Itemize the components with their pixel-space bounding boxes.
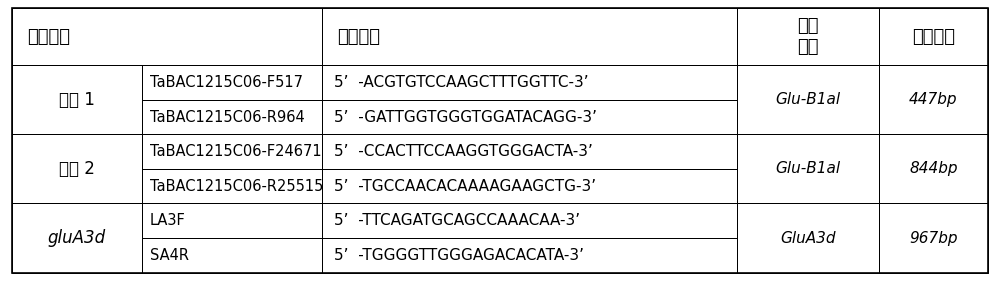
Bar bbox=[879, 65, 988, 134]
Text: gluA3d: gluA3d bbox=[48, 229, 106, 247]
Bar bbox=[322, 203, 737, 238]
Bar bbox=[322, 100, 737, 134]
Text: TaBAC1215C06-R25515: TaBAC1215C06-R25515 bbox=[150, 179, 323, 194]
Bar bbox=[322, 169, 737, 203]
Bar bbox=[12, 134, 142, 203]
Bar bbox=[322, 238, 737, 273]
Text: 5’  -TTCAGATGCAGCCAAACAA-3’: 5’ -TTCAGATGCAGCCAAACAA-3’ bbox=[334, 213, 580, 228]
Text: 5’  -CCACTTCCAAGGTGGGACTA-3’: 5’ -CCACTTCCAAGGTGGGACTA-3’ bbox=[334, 144, 593, 159]
Text: 5’  -GATTGGTGGGTGGATACAGG-3’: 5’ -GATTGGTGGGTGGATACAGG-3’ bbox=[334, 110, 597, 124]
Bar bbox=[12, 8, 322, 65]
Text: TaBAC1215C06-F517: TaBAC1215C06-F517 bbox=[150, 75, 303, 90]
Bar bbox=[142, 65, 322, 100]
Text: 967bp: 967bp bbox=[909, 230, 958, 246]
Bar bbox=[322, 134, 737, 169]
Text: 片段大小: 片段大小 bbox=[912, 28, 955, 46]
Text: 引物序列: 引物序列 bbox=[337, 28, 380, 46]
Text: 844bp: 844bp bbox=[909, 161, 958, 176]
Bar bbox=[142, 100, 322, 134]
Text: GluA3d: GluA3d bbox=[780, 230, 836, 246]
Bar bbox=[737, 8, 879, 65]
Bar bbox=[12, 203, 142, 273]
Text: LA3F: LA3F bbox=[150, 213, 185, 228]
Text: 5’  -TGCCAACACAAAAGAAGCTG-3’: 5’ -TGCCAACACAAAAGAAGCTG-3’ bbox=[334, 179, 596, 194]
Bar bbox=[879, 8, 988, 65]
Bar bbox=[12, 65, 142, 134]
Bar bbox=[322, 65, 737, 100]
Bar bbox=[737, 65, 879, 134]
Bar bbox=[142, 238, 322, 273]
Text: 标记 1: 标记 1 bbox=[59, 91, 95, 109]
Text: 目标
亚基: 目标 亚基 bbox=[797, 17, 819, 56]
Text: 447bp: 447bp bbox=[909, 92, 958, 107]
Text: TaBAC1215C06-F24671: TaBAC1215C06-F24671 bbox=[150, 144, 321, 159]
Bar bbox=[142, 134, 322, 169]
Text: TaBAC1215C06-R964: TaBAC1215C06-R964 bbox=[150, 110, 304, 124]
Bar bbox=[142, 203, 322, 238]
Bar bbox=[737, 134, 879, 203]
Text: 5’  -TGGGGTTGGGAGACACATA-3’: 5’ -TGGGGTTGGGAGACACATA-3’ bbox=[334, 248, 584, 263]
Text: 5’  -ACGTGTCCAAGCTTTGGTTC-3’: 5’ -ACGTGTCCAAGCTTTGGTTC-3’ bbox=[334, 75, 589, 90]
Text: 标记 2: 标记 2 bbox=[59, 160, 95, 178]
Text: 标记名称: 标记名称 bbox=[27, 28, 70, 46]
Bar bbox=[142, 169, 322, 203]
Bar bbox=[322, 8, 737, 65]
Text: Glu-B1al: Glu-B1al bbox=[775, 161, 840, 176]
Text: Glu-B1al: Glu-B1al bbox=[775, 92, 840, 107]
Bar bbox=[737, 203, 879, 273]
Bar bbox=[879, 134, 988, 203]
Bar bbox=[879, 203, 988, 273]
Text: SA4R: SA4R bbox=[150, 248, 189, 263]
